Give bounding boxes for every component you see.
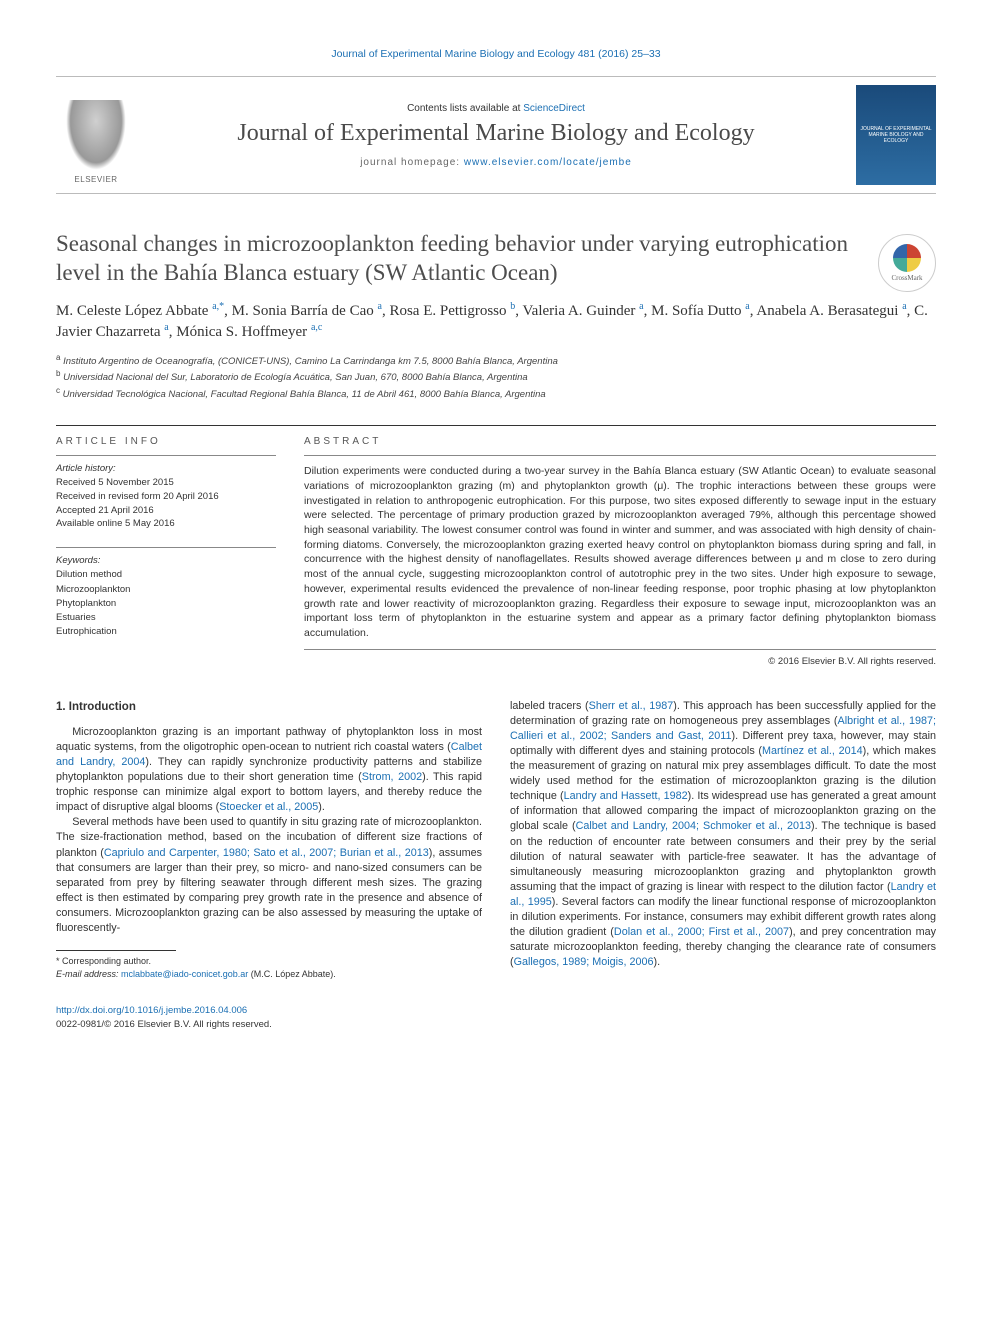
keyword: Phytoplankton — [56, 597, 276, 611]
publisher-logo — [56, 90, 136, 180]
history-line: Received 5 November 2015 — [56, 476, 276, 490]
article-history: Article history: Received 5 November 201… — [56, 455, 276, 531]
keyword: Estuaries — [56, 611, 276, 625]
footnotes: * Corresponding author. E-mail address: … — [56, 955, 482, 980]
top-citation: Journal of Experimental Marine Biology a… — [56, 48, 936, 60]
author-list: M. Celeste López Abbate a,*, M. Sonia Ba… — [56, 300, 936, 343]
journal-cover-thumb: JOURNAL OF EXPERIMENTAL MARINE BIOLOGY A… — [856, 85, 936, 185]
journal-name: Journal of Experimental Marine Biology a… — [148, 120, 844, 147]
homepage-line: journal homepage: www.elsevier.com/locat… — [148, 157, 844, 168]
history-line: Accepted 21 April 2016 — [56, 504, 276, 518]
elsevier-tree-icon — [66, 100, 126, 170]
article-info-heading: article info — [56, 426, 276, 455]
affiliation: b Universidad Nacional del Sur, Laborato… — [56, 368, 936, 384]
author: M. Celeste López Abbate a,* — [56, 303, 224, 319]
history-line: Received in revised form 20 April 2016 — [56, 490, 276, 504]
keywords-block: Keywords: Dilution methodMicrozooplankto… — [56, 547, 276, 640]
issn-copyright: 0022-0981/© 2016 Elsevier B.V. All right… — [56, 1019, 272, 1030]
citation-link[interactable]: Calbet and Landry, 2004; Schmoker et al.… — [576, 820, 811, 832]
keyword: Dilution method — [56, 568, 276, 582]
citation-link[interactable]: Landry and Hassett, 1982 — [564, 790, 688, 802]
affiliation: c Universidad Tecnológica Nacional, Facu… — [56, 385, 936, 401]
footnote-rule — [56, 950, 176, 951]
affiliation: a Instituto Argentino de Oceanografía, (… — [56, 352, 936, 368]
crossmark-icon — [893, 244, 921, 272]
footer: http://dx.doi.org/10.1016/j.jembe.2016.0… — [56, 1004, 936, 1031]
abstract-text: Dilution experiments were conducted duri… — [304, 455, 936, 649]
affiliation-list: a Instituto Argentino de Oceanografía, (… — [56, 352, 936, 401]
citation-link[interactable]: Martínez et al., 2014 — [762, 745, 863, 757]
body-left-column: 1. Introduction Microzooplankton grazing… — [56, 699, 482, 981]
author: , Anabela A. Berasategui a — [750, 303, 907, 319]
author: , M. Sonia Barría de Cao a — [224, 303, 382, 319]
citation-link[interactable]: Dolan et al., 2000; First et al., 2007 — [614, 926, 789, 938]
sciencedirect-link[interactable]: ScienceDirect — [523, 103, 585, 114]
citation-link[interactable]: Strom, 2002 — [362, 771, 422, 783]
paragraph: Several methods have been used to quanti… — [56, 815, 482, 936]
top-citation-link[interactable]: Journal of Experimental Marine Biology a… — [331, 48, 660, 60]
citation-link[interactable]: Stoecker et al., 2005 — [219, 801, 318, 813]
keyword: Eutrophication — [56, 625, 276, 639]
journal-homepage-link[interactable]: www.elsevier.com/locate/jembe — [464, 157, 632, 168]
author: , Rosa E. Pettigrosso b — [382, 303, 515, 319]
citation-link[interactable]: Capriulo and Carpenter, 1980; Sato et al… — [104, 847, 429, 859]
history-line: Available online 5 May 2016 — [56, 517, 276, 531]
author: , M. Sofía Dutto a — [644, 303, 750, 319]
paragraph: Microzooplankton grazing is an important… — [56, 725, 482, 816]
contents-line: Contents lists available at ScienceDirec… — [148, 103, 844, 114]
abstract-heading: abstract — [304, 426, 936, 455]
citation-link[interactable]: Sherr et al., 1987 — [589, 700, 674, 712]
citation-link[interactable]: Gallegos, 1989; Moigis, 2006 — [514, 956, 654, 968]
section-heading-introduction: 1. Introduction — [56, 699, 482, 715]
author: , Mónica S. Hoffmeyer a,c — [169, 324, 323, 340]
corresponding-email-link[interactable]: mclabbate@iado-conicet.gob.ar — [121, 969, 248, 979]
masthead: Contents lists available at ScienceDirec… — [56, 76, 936, 194]
author: , Valeria A. Guinder a — [515, 303, 643, 319]
keyword: Microzooplankton — [56, 583, 276, 597]
crossmark-badge[interactable]: CrossMark — [878, 234, 936, 292]
paragraph: labeled tracers (Sherr et al., 1987). Th… — [510, 699, 936, 971]
body-right-column: labeled tracers (Sherr et al., 1987). Th… — [510, 699, 936, 981]
doi-link[interactable]: http://dx.doi.org/10.1016/j.jembe.2016.0… — [56, 1005, 247, 1016]
copyright-line: © 2016 Elsevier B.V. All rights reserved… — [304, 656, 936, 667]
article-title: Seasonal changes in microzooplankton fee… — [56, 230, 936, 288]
